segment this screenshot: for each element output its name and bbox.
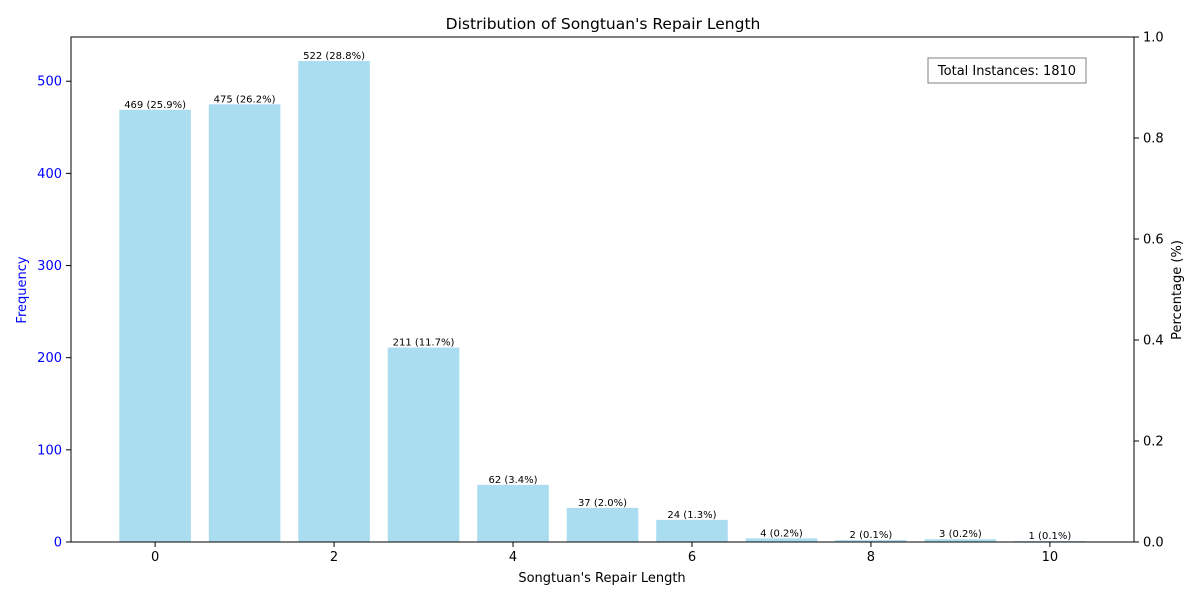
y-left-tick-label: 300 [37,259,62,274]
y-left-tick-label: 0 [54,536,62,551]
y-right-tick-label: 0.4 [1143,334,1164,349]
bar [208,104,281,542]
bar [656,519,728,542]
x-tick-label: 4 [509,550,517,565]
bar [566,507,639,542]
bar-data-label: 24 (1.3%) [667,510,716,521]
x-axis: 0 2 4 6 8 10 [151,542,1058,565]
bar-data-label: 1 (0.1%) [1029,531,1072,542]
data-labels-group: 469 (25.9%) 475 (26.2%) 522 (28.8%) 211 (11… [124,51,1071,542]
bar-data-label: 522 (28.8%) [303,51,365,62]
bar-data-label: 37 (2.0%) [578,498,627,509]
x-tick-label: 2 [330,550,338,565]
bar [298,60,370,543]
y-right-tick-label: 0.6 [1143,233,1164,248]
chart-title: Distribution of Songtuan's Repair Length [446,15,761,33]
annotation-box [927,57,1087,84]
bar [924,539,997,542]
y-right-tick-label: 1.0 [1143,31,1164,46]
bar-data-label: 2 (0.1%) [850,530,893,541]
y-right-tick-label: 0.8 [1143,132,1164,147]
y-left-tick-label: 400 [37,167,62,182]
bar [387,347,460,542]
bar-data-label: 4 (0.2%) [760,528,803,539]
y-axis-right: 0.0 0.2 0.4 0.6 0.8 1.0 [1134,31,1164,551]
y-left-tick-label: 500 [37,75,62,90]
plot-frame [70,36,1135,543]
x-tick-label: 0 [151,550,159,565]
y-axis-left-title: Frequency [15,256,30,323]
y-axis-right-title: Percentage (%) [1170,240,1185,340]
bars-group [119,60,1086,543]
bar [835,540,907,542]
y-right-tick-label: 0.0 [1143,536,1164,551]
total-instances-annotation: Total Instances: 1810 [927,57,1087,84]
annotation-text: Total Instances: 1810 [937,64,1076,79]
bar [745,538,818,542]
bar-data-label: 3 (0.2%) [939,529,982,540]
y-axis-left: 0 100 200 300 400 500 [37,75,71,551]
x-tick-label: 8 [867,550,875,565]
y-left-tick-label: 200 [37,351,62,366]
bar-data-label: 62 (3.4%) [488,475,537,486]
x-tick-label: 6 [688,550,696,565]
x-axis-title: Songtuan's Repair Length [518,571,685,586]
bar-data-label: 475 (26.2%) [214,94,276,105]
bar-data-label: 469 (25.9%) [124,100,186,111]
y-left-tick-label: 100 [37,443,62,458]
y-right-tick-label: 0.2 [1143,435,1164,450]
bar-data-label: 211 (11.7%) [393,338,455,349]
bar [477,484,549,542]
bar [119,109,191,543]
x-tick-label: 10 [1042,550,1059,565]
